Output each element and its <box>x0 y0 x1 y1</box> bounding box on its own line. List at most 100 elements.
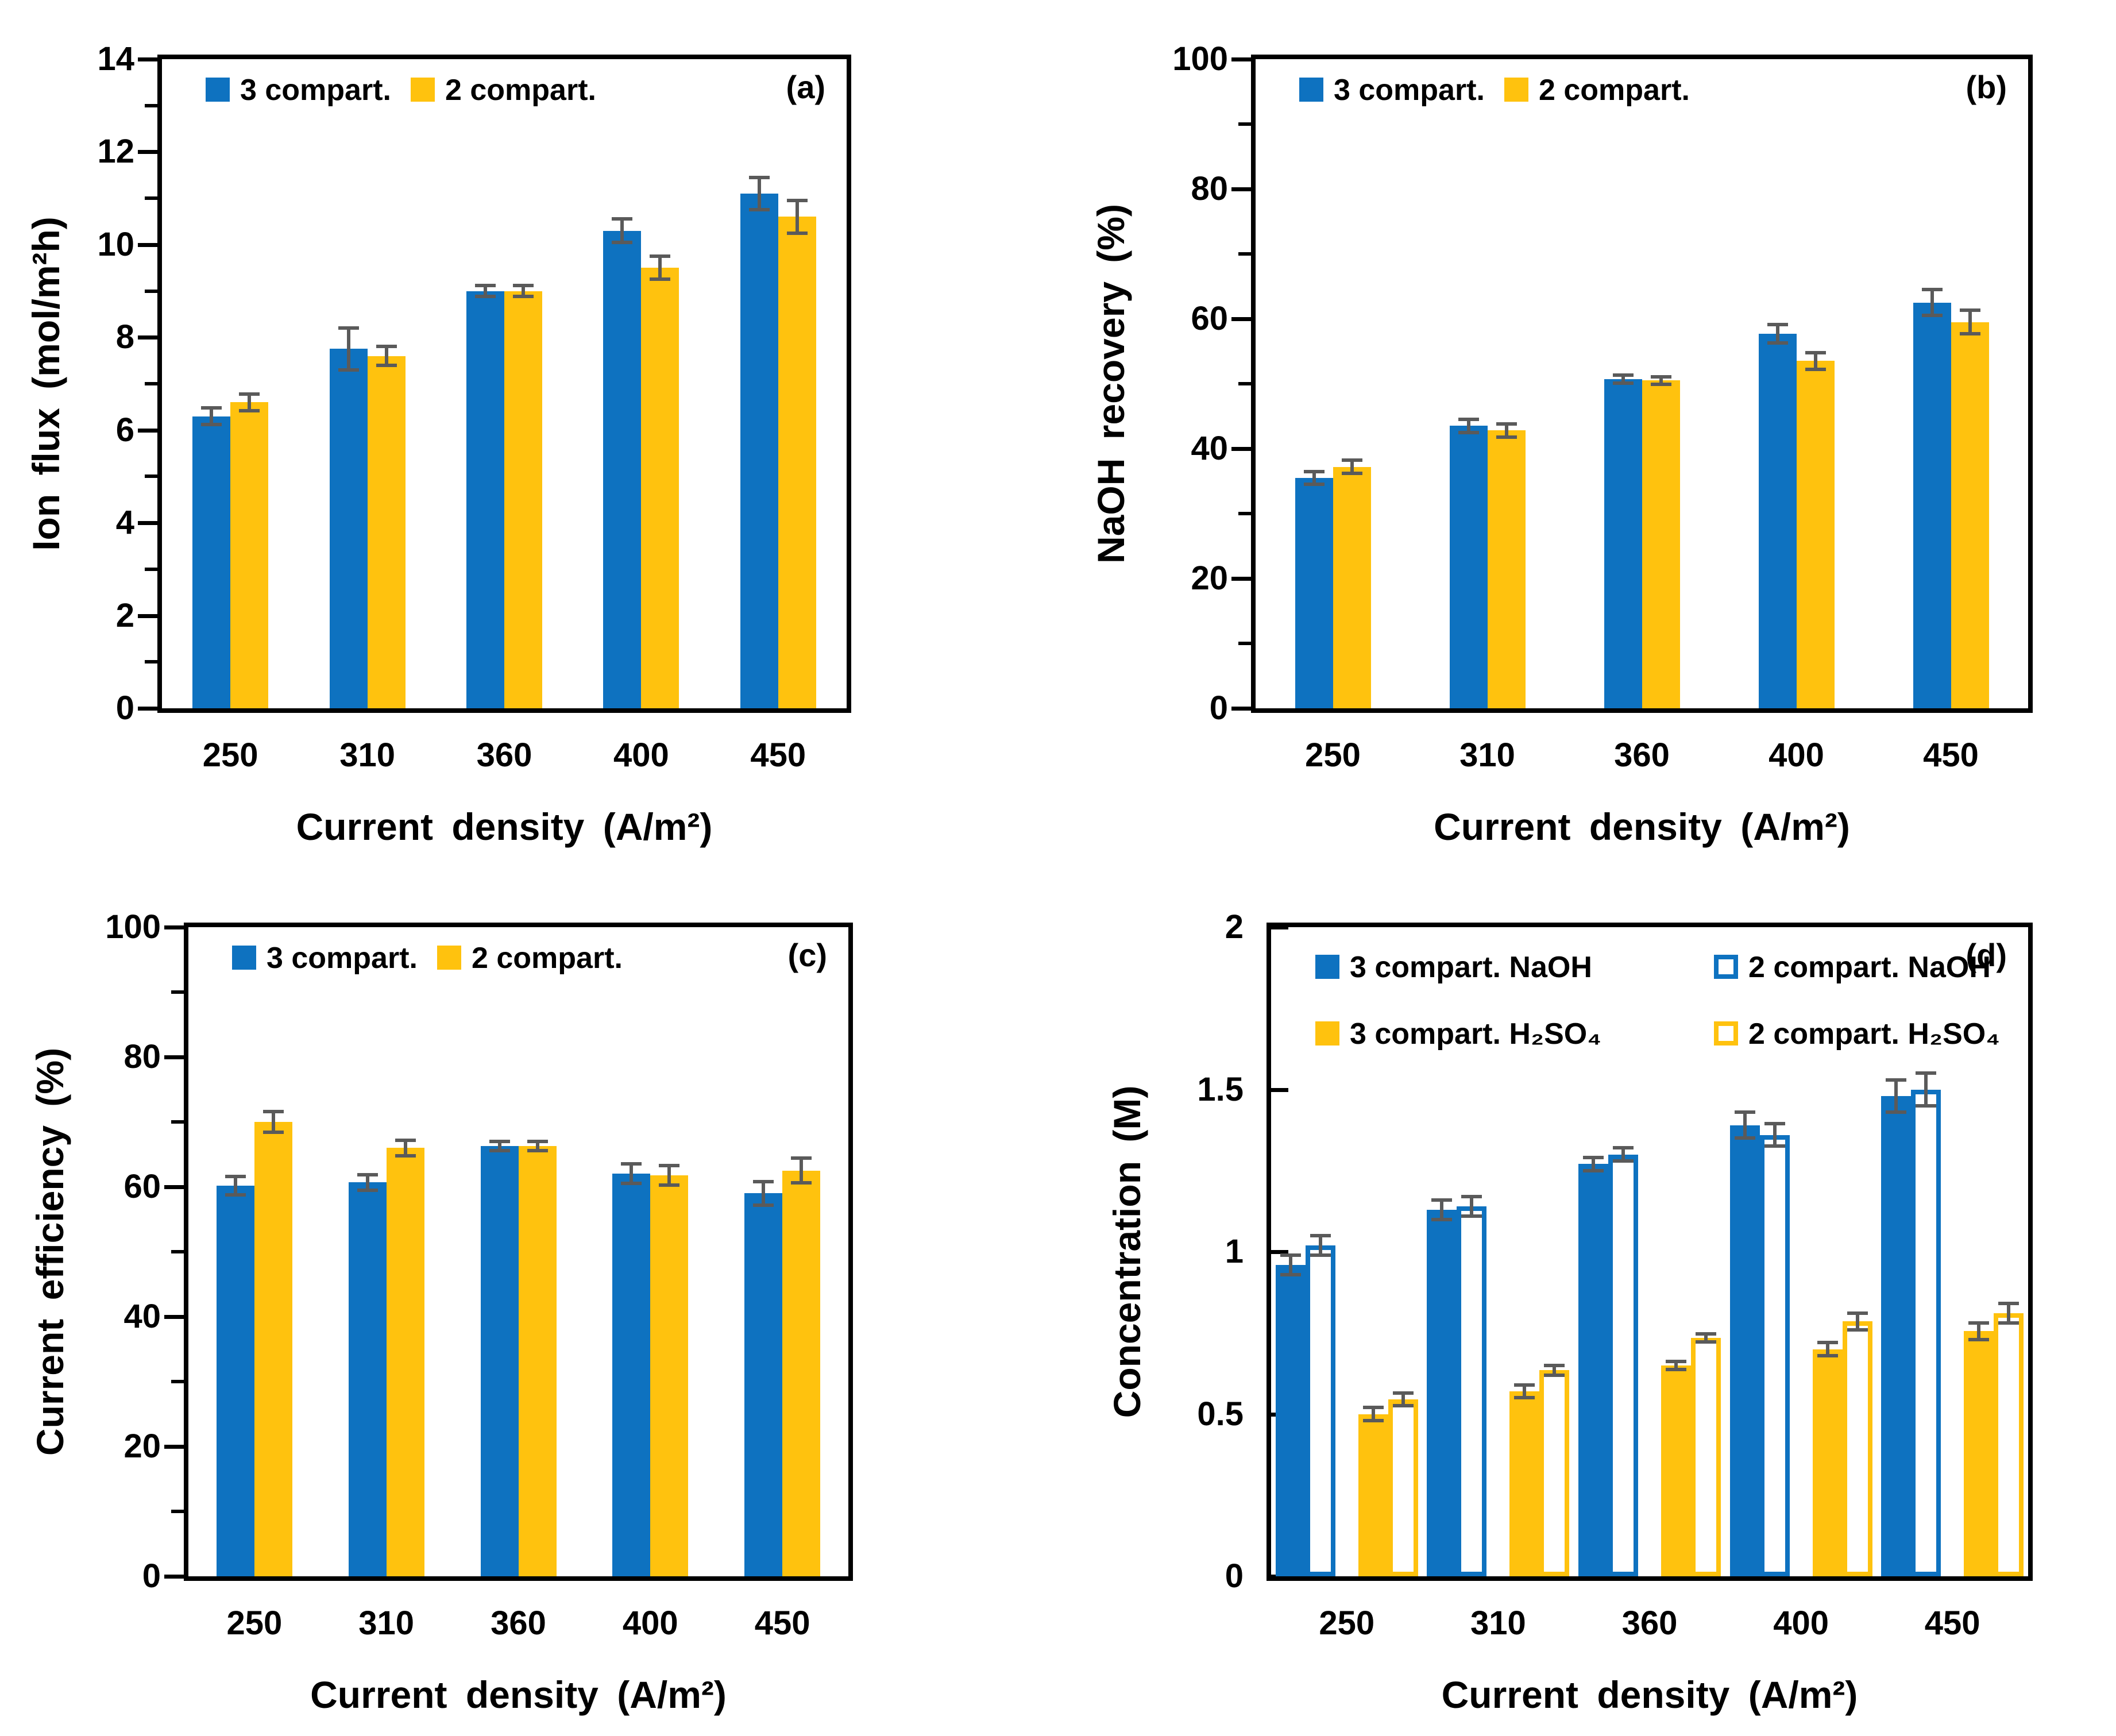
bar-3-compart-h-so- <box>1812 1349 1843 1576</box>
error-bar-cap-bottom <box>1847 1328 1868 1332</box>
bar-2-compart-h-so- <box>1691 1337 1721 1576</box>
legend-label: 2 compart. <box>472 942 623 975</box>
error-bar-line <box>1773 1123 1777 1147</box>
error-bar-line <box>1553 1365 1557 1375</box>
error-bar-cap-bottom <box>1458 430 1479 434</box>
y-axis-minor-tick <box>171 1380 184 1383</box>
x-axis-category-label: 400 <box>622 1604 678 1642</box>
y-axis-title: Concentration (M) <box>1106 1085 1148 1418</box>
bar-2-compart- <box>504 291 542 708</box>
bar-3-compart- <box>1758 333 1797 708</box>
y-axis-major-tick <box>138 614 157 618</box>
error-bar-cap-top <box>1650 375 1671 379</box>
error-bar-cap-bottom <box>791 1181 812 1185</box>
error-bar-line <box>630 1164 634 1184</box>
bar-3-compart- <box>740 194 778 708</box>
y-axis-tick-label: 1.5 <box>1197 1070 1244 1108</box>
y-axis-minor-tick <box>1238 512 1251 515</box>
panel-letter: (d) <box>1966 937 2007 973</box>
error-bar-line <box>484 285 487 297</box>
error-bar-cap-bottom <box>1650 383 1671 387</box>
y-axis-minor-tick <box>1238 642 1251 645</box>
y-axis-tick-label: 14 <box>97 40 134 78</box>
error-bar-cap-top <box>621 1162 642 1166</box>
legend-swatch-yellow <box>1315 1021 1339 1046</box>
error-bar-line <box>1825 1342 1829 1356</box>
legend-swatch-blue <box>1299 78 1323 102</box>
error-bar-line <box>1523 1384 1527 1398</box>
error-bar-line <box>757 177 761 210</box>
error-bar-cap-top <box>1805 350 1826 354</box>
bar-2-compart-h-so- <box>1842 1321 1872 1576</box>
error-bar-cap-bottom <box>262 1131 284 1135</box>
x-axis-category-label: 360 <box>476 736 532 774</box>
bar-3-compart-naoh <box>1275 1264 1306 1576</box>
y-axis-minor-tick <box>1238 382 1251 385</box>
error-bar-line <box>233 1176 237 1195</box>
error-bar-cap-bottom <box>1998 1321 2020 1325</box>
error-bar-line <box>1775 325 1779 343</box>
y-axis-minor-tick <box>145 567 157 571</box>
bar-3-compart-h-so- <box>1509 1391 1540 1576</box>
y-axis-tick-label: 0 <box>142 1557 161 1595</box>
legend-swatch-yellow <box>437 946 461 970</box>
error-bar-cap-top <box>513 283 534 287</box>
y-axis-tick-label: 6 <box>115 411 134 449</box>
bar-2-compart- <box>782 1170 821 1576</box>
y-axis-major-tick <box>1271 1575 1288 1579</box>
error-bar-cap-bottom <box>1310 1253 1331 1257</box>
legend-label: 3 compart. H₂SO₄ <box>1350 1017 1601 1051</box>
plot-area <box>1251 55 2033 713</box>
error-bar-line <box>1466 419 1470 433</box>
y-axis-major-tick <box>164 1185 184 1189</box>
y-axis-tick-label: 12 <box>97 133 134 171</box>
y-axis-tick-label: 0.5 <box>1197 1395 1244 1433</box>
bar-2-compart-naoh <box>1759 1135 1790 1576</box>
y-axis-major-tick <box>164 925 184 929</box>
y-axis-major-tick <box>1231 187 1251 191</box>
y-axis-major-tick <box>164 1315 184 1319</box>
legend-label: 2 compart. <box>1539 74 1690 107</box>
bar-2-compart- <box>641 268 679 708</box>
error-bar-cap-top <box>1921 288 1943 292</box>
y-axis-major-tick <box>138 335 157 340</box>
x-axis-category-label: 450 <box>754 1604 810 1642</box>
panel-letter: (a) <box>786 69 825 105</box>
x-axis-category-label: 310 <box>1459 736 1515 774</box>
error-bar-cap-top <box>489 1139 510 1143</box>
error-bar-cap-bottom <box>1280 1272 1301 1276</box>
error-bar-cap-top <box>1696 1332 1716 1336</box>
y-axis-title: Ion flux (mol/m²h) <box>25 217 67 551</box>
y-axis-minor-tick <box>145 474 157 479</box>
error-bar-cap-bottom <box>1613 1159 1634 1163</box>
error-bar-line <box>1621 375 1625 383</box>
bar-2-compart- <box>367 356 406 708</box>
panel-d: 0 0.5 1 1.5 2 250 310 360 400 450 Current density … <box>1058 868 2116 1736</box>
error-bar-line <box>1977 1323 1981 1340</box>
error-bar-line <box>1318 1235 1322 1255</box>
error-bar-line <box>1924 1073 1928 1106</box>
y-axis-major-tick <box>1271 1250 1288 1254</box>
error-bar-line <box>365 1174 369 1190</box>
error-bar-cap-top <box>753 1179 774 1183</box>
legend-swatch-blue <box>206 78 230 102</box>
error-bar-cap-bottom <box>201 423 222 427</box>
error-bar-cap-top <box>1583 1156 1604 1160</box>
y-axis-major-tick <box>1231 57 1251 61</box>
x-axis-category-label: 450 <box>1924 1604 1980 1642</box>
bar-3-compart-naoh <box>1578 1164 1608 1576</box>
error-bar-line <box>271 1111 275 1133</box>
error-bar-cap-bottom <box>239 408 260 412</box>
x-axis-category-label: 250 <box>1305 736 1361 774</box>
bar-3-compart- <box>329 349 368 708</box>
error-bar-cap-bottom <box>1805 368 1826 372</box>
x-axis-category-label: 250 <box>226 1604 283 1642</box>
error-bar-line <box>1288 1255 1292 1275</box>
bar-3-compart- <box>216 1185 254 1576</box>
error-bar-cap-bottom <box>612 240 633 244</box>
error-bar-line <box>1371 1407 1375 1421</box>
plot-area <box>157 55 851 713</box>
legend-label: 3 compart. <box>267 942 418 975</box>
x-axis-category-label: 360 <box>1621 1604 1678 1642</box>
